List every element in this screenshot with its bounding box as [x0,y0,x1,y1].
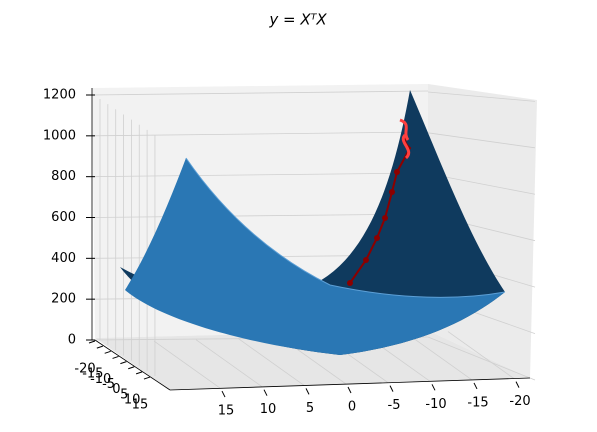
x-tick-label: 15 [218,404,235,419]
z-tick-label: 1200 [43,88,76,103]
y-tick-label: -15 [82,367,103,382]
grid-line [91,172,429,178]
z-tick-label: 200 [51,292,76,307]
x-tick [305,388,310,395]
y-tick [135,371,143,375]
x-tick-label: 10 [260,402,277,417]
x-tick-label: -5 [388,398,401,413]
x-tick [389,385,394,392]
x-tick [221,390,226,398]
x-tick-label: -10 [425,397,446,412]
y-tick [143,376,151,380]
descent-point [394,169,400,175]
descent-point [389,189,395,195]
grid-line [427,132,536,149]
y-tick-label: -20 [74,362,95,377]
x-tick [347,386,352,394]
chart-title: y = XᵀX [268,11,327,29]
x-tick-label: -15 [467,395,488,410]
surface-front [125,158,505,355]
grid-line [427,91,536,102]
grid-line [153,340,221,389]
x-tick [431,384,436,391]
z-tick-label: 400 [51,251,76,266]
y-tick [88,340,96,344]
y-axis [94,339,171,391]
z-tick-label: 800 [51,169,76,184]
descent-path [347,118,412,286]
y-tick-label: 15 [132,398,149,413]
descent-point [374,235,380,241]
y-tick [104,350,111,354]
x-tick [515,381,520,388]
grid-line [237,338,305,386]
descent-point [363,257,369,263]
descent-start [399,118,411,160]
grid-line [91,131,429,137]
y-tick-label: 0 [112,382,120,397]
x-axis [169,377,531,391]
y-tick [120,361,127,365]
grid-line [195,339,263,388]
y-tick [112,355,119,359]
grid-line [427,336,536,381]
surface-edge [185,157,506,298]
x-tick-label: 5 [306,401,314,416]
y-tick-label: 5 [120,387,128,402]
x-tick [263,389,268,396]
x-tick-label: -20 [509,394,530,409]
y-tick-label: -10 [90,372,111,387]
y-tick [96,345,104,349]
grid-line [447,331,515,379]
y-tick-label: -5 [102,377,115,392]
z-tick-label: 0 [68,333,76,348]
grid-line [405,332,473,381]
grid-line [91,90,429,96]
descent-point [382,215,388,221]
y-tick [128,366,135,370]
grid-line [91,213,429,218]
x-tick [473,382,478,390]
z-tick-label: 600 [51,210,76,225]
x-tick-label: 0 [348,400,356,415]
z-tick-label: 1000 [43,128,76,143]
y-tick-label: 10 [124,392,141,407]
descent-point [347,280,353,286]
